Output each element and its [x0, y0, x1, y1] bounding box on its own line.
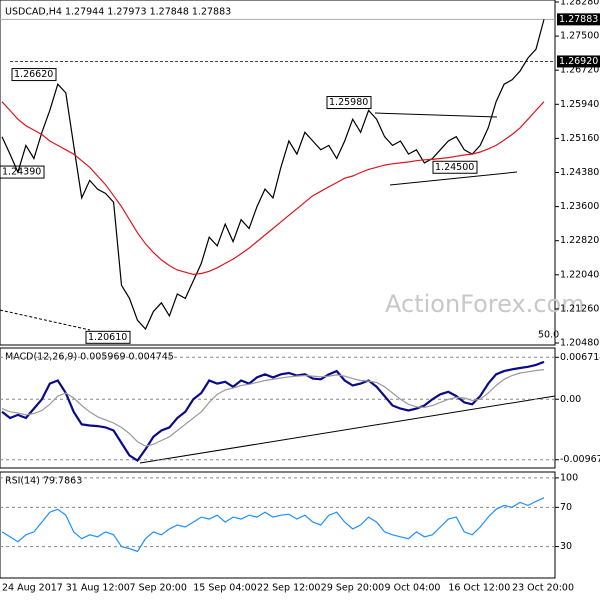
period-label: 50.0	[538, 330, 559, 341]
x-tick-label: 22 Sep 12:00	[257, 583, 320, 594]
annotation-label: 1.24390	[2, 167, 41, 178]
x-tick-label: 24 Aug 2017	[2, 583, 63, 594]
x-tick-label: 23 Oct 20:00	[512, 583, 574, 594]
y-tick-label: 1.20480	[560, 338, 599, 349]
annotation-box	[85, 330, 131, 344]
annotation-label: 1.20610	[88, 332, 127, 343]
y-tick-label: 1.24380	[560, 167, 599, 178]
price-label: 1.27883	[559, 14, 598, 25]
series-line	[1, 497, 545, 553]
y-tick-label: 1.22040	[560, 269, 599, 280]
y-tick-label: 1.22820	[560, 235, 599, 246]
annotation-label: 1.26620	[14, 69, 53, 80]
annotation-box	[0, 165, 45, 179]
y-tick-label: 1.27500	[560, 31, 599, 42]
y-tick-label: 1.21260	[560, 303, 599, 314]
price-title: USDCAD,H4 1.27944 1.27973 1.27848 1.2788…	[5, 7, 231, 18]
trend-line	[389, 171, 518, 186]
trend-line	[0, 309, 91, 331]
series-line	[1, 360, 545, 462]
y-tick-label: -0.009674	[560, 454, 600, 465]
y-tick-label: 70	[560, 502, 572, 513]
y-tick-label: 1.26720	[560, 65, 599, 76]
series-line	[1, 19, 545, 331]
watermark: ActionForex.com	[385, 290, 585, 318]
y-tick-label: 0.006714	[560, 352, 600, 363]
y-tick-label: 100	[560, 472, 578, 483]
y-tick-label: 1.23600	[560, 201, 599, 212]
y-tick-label: 30	[560, 541, 572, 552]
trend-line	[374, 112, 498, 118]
annotation-label: 1.25980	[329, 97, 368, 108]
x-tick-label: 31 Aug 12:00	[66, 583, 130, 594]
rsi-title: RSI(14) 79.7863	[5, 476, 82, 487]
y-tick-label: 1.25160	[560, 133, 599, 144]
annotation-label: 1.24500	[435, 162, 474, 173]
macd-panel	[0, 347, 556, 469]
x-tick-label: 16 Oct 12:00	[448, 583, 510, 594]
y-tick-label: 0.00	[560, 394, 581, 405]
price-box	[557, 55, 600, 68]
macd-title: MACD(12,26,9) 0.005969 0.004745	[5, 352, 174, 363]
series-line	[1, 101, 545, 276]
annotation-box	[11, 68, 57, 82]
series-line	[1, 369, 545, 447]
x-tick-label: 29 Sep 20:00	[321, 583, 384, 594]
price-label: 1.26920	[559, 56, 598, 67]
price-box	[557, 13, 600, 26]
trend-line	[139, 395, 556, 464]
x-tick-label: 9 Oct 04:00	[385, 583, 441, 594]
x-tick-label: 7 Sep 20:00	[130, 583, 187, 594]
y-tick-label: 1.25940	[560, 99, 599, 110]
rsi-panel	[0, 471, 556, 579]
annotation-box	[432, 160, 478, 174]
annotation-box	[326, 96, 372, 110]
x-tick-label: 15 Sep 04:00	[193, 583, 256, 594]
y-tick-label: 1.28280	[560, 0, 599, 8]
